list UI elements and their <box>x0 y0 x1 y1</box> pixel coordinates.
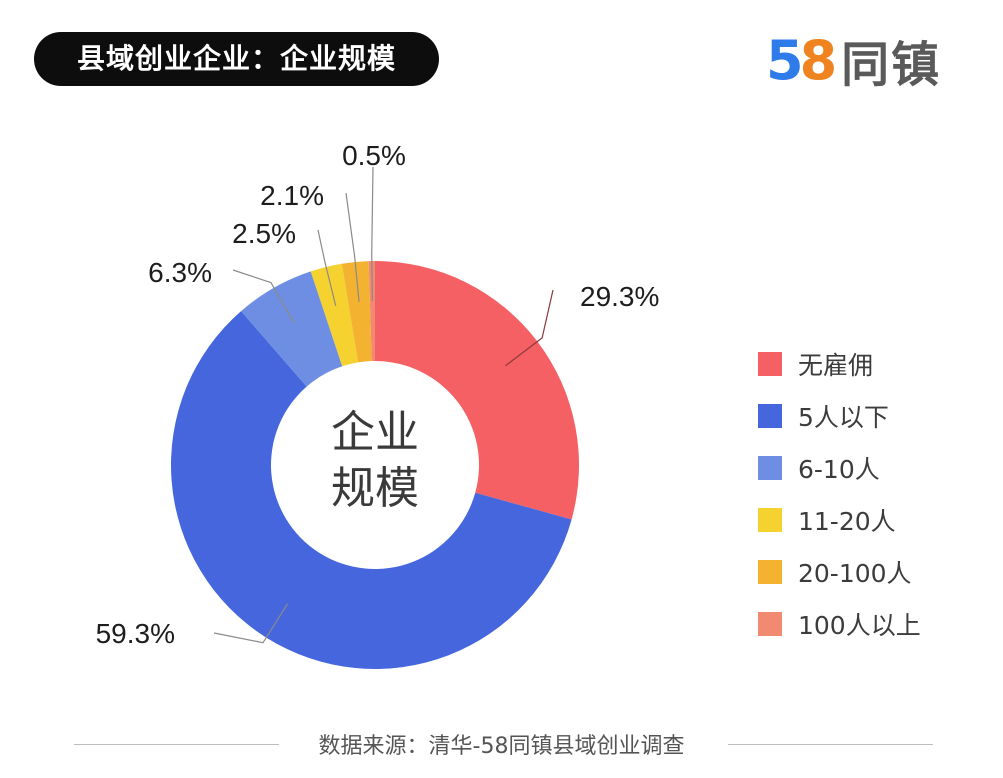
legend-label: 无雇佣 <box>798 351 874 380</box>
center-label-line-2: 规模 <box>331 463 419 514</box>
brand-logo: 5 8 同镇 <box>766 28 942 94</box>
leader-line <box>345 192 360 302</box>
leader-line <box>213 603 289 644</box>
source-divider-left <box>74 744 279 745</box>
data-source-note: 数据来源：清华-58同镇县域创业调查 <box>318 734 685 759</box>
legend-item: 无雇佣 <box>758 338 921 390</box>
donut-slice <box>375 261 579 520</box>
legend-label: 5人以下 <box>798 403 889 432</box>
legend-item: 5人以下 <box>758 390 921 442</box>
source-divider-right <box>728 744 933 745</box>
slice-value-label: 0.5% <box>342 140 406 171</box>
slice-value-label: 59.3% <box>96 618 175 649</box>
legend-item: 100人以上 <box>758 598 921 650</box>
legend-swatch <box>758 352 782 376</box>
slice-value-label: 2.1% <box>260 180 324 211</box>
leader-line <box>232 269 295 323</box>
legend-item: 6-10人 <box>758 442 921 494</box>
donut-slice <box>310 263 359 367</box>
leader-line <box>505 289 554 367</box>
slice-value-label: 29.3% <box>580 281 659 312</box>
legend-label: 6-10人 <box>798 455 880 484</box>
leader-lines <box>213 166 554 644</box>
donut-slice <box>341 261 372 363</box>
legend-item: 11-20人 <box>758 494 921 546</box>
legend-swatch <box>758 560 782 584</box>
legend-swatch <box>758 612 782 636</box>
donut-slices <box>171 261 579 669</box>
legend-item: 20-100人 <box>758 546 921 598</box>
chart-title: 县域创业企业：企业规模 <box>34 32 439 86</box>
donut-slice <box>241 271 343 387</box>
donut-slice <box>171 311 572 669</box>
slice-value-label: 2.5% <box>232 218 296 249</box>
logo-digit-8: 8 <box>799 28 838 92</box>
donut-center-label: 企业 规模 <box>300 405 450 517</box>
legend-label: 100人以上 <box>798 611 921 640</box>
legend-swatch <box>758 404 782 428</box>
leader-line <box>371 166 374 302</box>
slice-labels: 29.3% 59.3% 6.3% 2.5% 2.1% 0.5% <box>96 140 660 649</box>
legend-swatch <box>758 456 782 480</box>
donut-slice <box>368 261 375 362</box>
legend-label: 11-20人 <box>798 507 896 536</box>
legend-label: 20-100人 <box>798 559 912 588</box>
legend-swatch <box>758 508 782 532</box>
center-label-line-1: 企业 <box>331 407 419 458</box>
leader-line <box>317 229 337 306</box>
slice-value-label: 6.3% <box>148 257 212 288</box>
chart-legend: 无雇佣 5人以下 6-10人 11-20人 20-100人 100人以上 <box>758 338 921 650</box>
logo-text: 同镇 <box>841 37 942 93</box>
logo-digit-5: 5 <box>766 28 804 92</box>
